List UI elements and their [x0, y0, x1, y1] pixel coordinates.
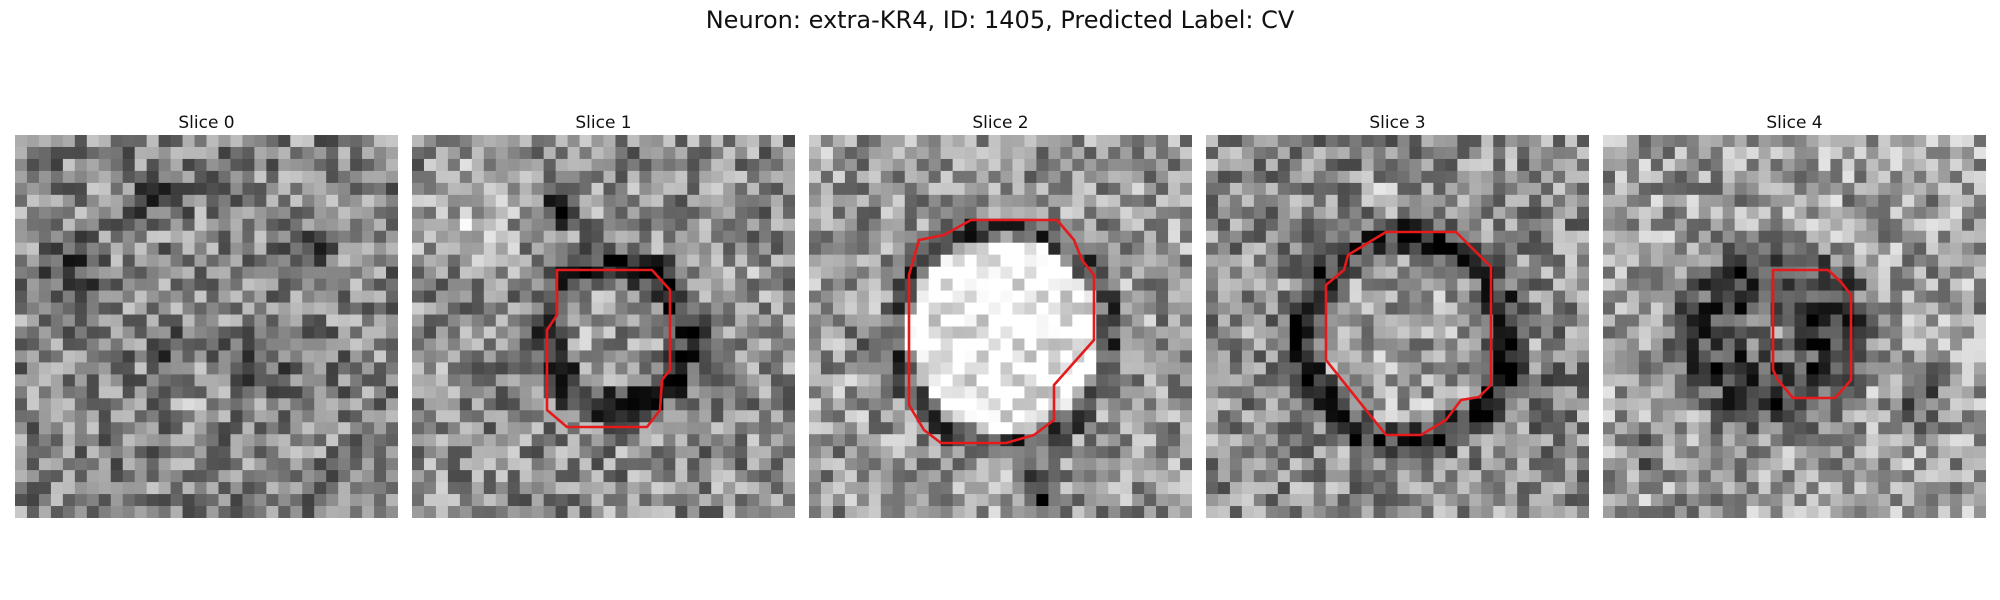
segmentation-contour — [1771, 268, 1853, 400]
slice-panel-4: Slice 4 — [1603, 112, 1986, 518]
slice-panel-1: Slice 1 — [412, 112, 795, 518]
slice-title: Slice 4 — [1766, 113, 1823, 133]
pixel-grid — [809, 135, 1192, 518]
figure-title: Neuron: extra-KR4, ID: 1405, Predicted L… — [705, 6, 1295, 34]
slice-image — [1206, 135, 1589, 518]
slice-panel-2: Slice 2 — [809, 112, 1192, 518]
slice-title: Slice 1 — [575, 113, 632, 133]
pixel-grid — [15, 135, 398, 518]
segmentation-contour — [907, 218, 1096, 445]
pixel-grid — [412, 135, 795, 518]
segmentation-contour — [545, 268, 672, 429]
slice-title: Slice 2 — [972, 113, 1029, 133]
slice-panel-0: Slice 0 — [15, 112, 398, 518]
pixel-grid — [1206, 135, 1589, 518]
slice-title: Slice 3 — [1369, 113, 1426, 133]
slice-image — [809, 135, 1192, 518]
slice-panel-3: Slice 3 — [1206, 112, 1589, 518]
slice-image — [15, 135, 398, 518]
pixel-grid — [1603, 135, 1986, 518]
slice-image — [1603, 135, 1986, 518]
slice-image — [412, 135, 795, 518]
segmentation-contour — [1324, 230, 1493, 437]
slice-title: Slice 0 — [178, 113, 235, 133]
